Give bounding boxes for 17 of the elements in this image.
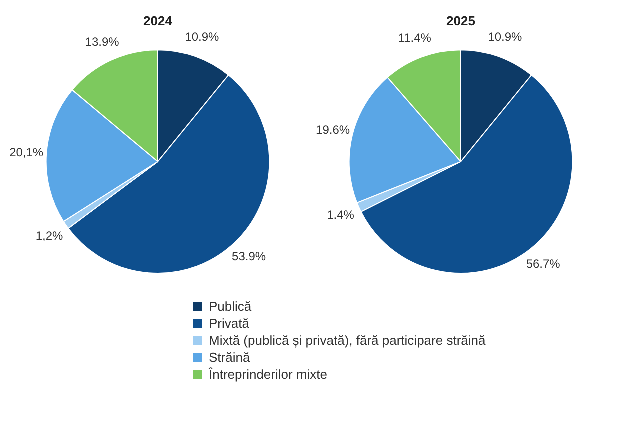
data-label: 56.7% [526, 256, 561, 271]
data-label: 53.9% [232, 249, 266, 264]
data-label: 13.9% [85, 34, 120, 49]
data-label: 20,1% [10, 145, 44, 160]
slice-label: 2024 [144, 13, 174, 28]
data-label: 1,2% [36, 228, 64, 243]
legend-label: Întreprinderilor mixte [209, 366, 328, 383]
data-label: 10.9% [488, 30, 523, 44]
legend-label: Publică [209, 298, 252, 315]
data-label: 1.4% [327, 208, 355, 222]
legend-label: Străină [209, 349, 250, 366]
legend-label: Privată [209, 315, 250, 332]
data-label: 10.9% [185, 30, 220, 44]
slice-label: 2025 [446, 13, 476, 28]
data-label: 19.6% [316, 122, 350, 137]
data-label: 11.4% [398, 30, 432, 45]
legend-label: Mixtă (publică și privată), fără participare străină [209, 332, 486, 349]
